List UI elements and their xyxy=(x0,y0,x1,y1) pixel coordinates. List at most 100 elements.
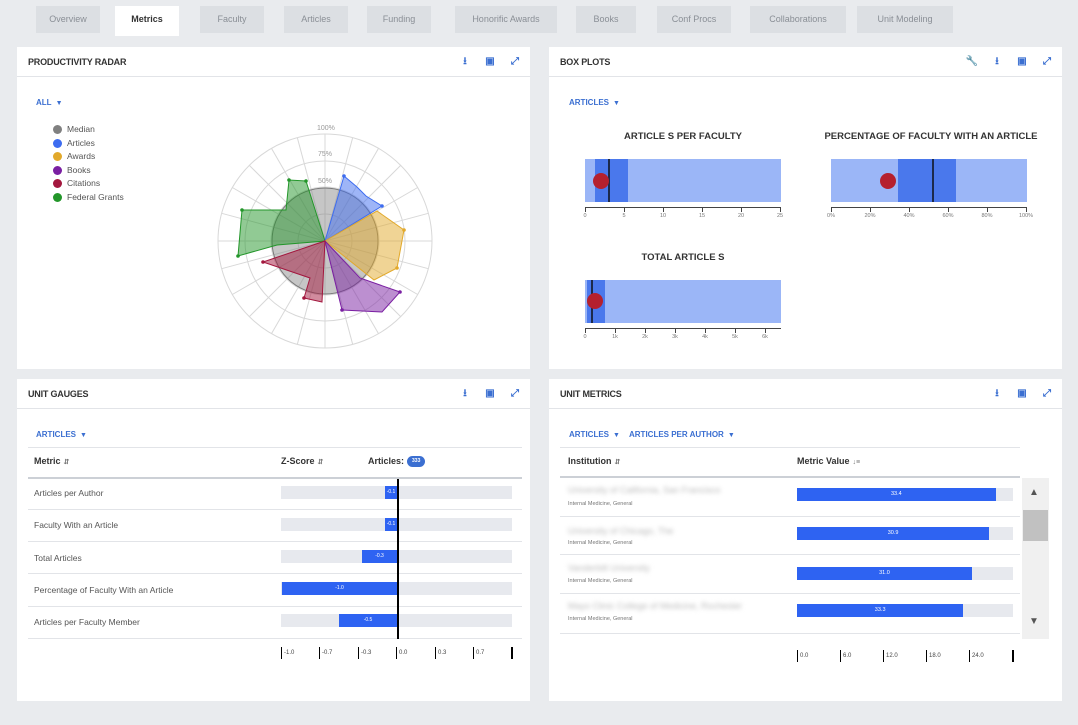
citations-area xyxy=(261,240,326,303)
metric-bar: 33.4 xyxy=(797,488,996,501)
wrench-icon[interactable]: 🔧 xyxy=(965,56,979,67)
legend-item[interactable]: Books xyxy=(53,165,91,175)
legend-item[interactable]: Median xyxy=(53,124,95,134)
zscore-axis: -1.0 -0.7 -0.3 0.0 0.3 0.7 xyxy=(281,647,513,659)
expand-icon[interactable]: ⤢ xyxy=(511,388,519,399)
sort-icon: ⇵ xyxy=(317,459,324,466)
legend-swatch xyxy=(53,192,62,202)
unit-marker xyxy=(593,173,609,189)
boxplot-filter-dropdown[interactable]: ARTICLES ▼ xyxy=(569,98,620,107)
expand-icon[interactable]: ⤢ xyxy=(1043,388,1051,399)
tab-metrics[interactable]: Metrics xyxy=(115,6,179,36)
sort-icon: ⇵ xyxy=(614,459,621,466)
tab-honorific-awards[interactable]: Honorific Awards xyxy=(455,6,557,33)
legend-item[interactable]: Citations xyxy=(53,178,100,188)
column-header-articles: Articles: 333 xyxy=(368,456,426,468)
axis-tick-label: -0.3 xyxy=(358,647,371,659)
axis-tick-label: 0.7 xyxy=(473,647,484,659)
column-header-metric-value[interactable]: Metric Value ↓≡ xyxy=(797,456,860,466)
tab-collaborations[interactable]: Collaborations xyxy=(750,6,846,33)
boxplot-title: ARTICLE S PER FACULTY xyxy=(623,131,743,142)
metrics-filter-dropdown[interactable]: ARTICLES ▼ xyxy=(569,430,620,439)
axis-tick-label: 24.0 xyxy=(969,650,984,662)
books-area xyxy=(324,239,401,313)
metric-axis: 0.0 6.0 12.0 18.0 24.0 xyxy=(797,650,1014,662)
axis-tick-label: 12.0 xyxy=(883,650,898,662)
institution-department: Internal Medicine, General xyxy=(568,616,633,622)
sort-descending-icon: ↓≡ xyxy=(852,459,861,466)
institution-name[interactable]: Vanderbilt University xyxy=(568,563,650,573)
download-icon[interactable]: ⭳ xyxy=(463,56,467,67)
caret-down-icon: ▼ xyxy=(613,100,620,107)
panel-header: BOX PLOTS 🔧 ⭳ ▣ ⤢ xyxy=(549,47,1062,77)
axis-tick-label: -1.0 xyxy=(281,647,294,659)
productivity-radar-panel: PRODUCTIVITY RADAR ⭳ ▣ ⤢ ALL ▼ Median Art… xyxy=(17,47,530,369)
axis-tick-label: 25 xyxy=(776,213,784,219)
column-header-label: Metric Value xyxy=(797,456,850,466)
tab-overview[interactable]: Overview xyxy=(36,6,100,33)
image-icon[interactable]: ▣ xyxy=(485,388,495,399)
axis-tick-label: 0 xyxy=(583,334,587,340)
metric-label: Percentage of Faculty With an Article xyxy=(34,585,174,595)
column-header-label: Z-Score xyxy=(281,456,315,466)
expand-icon[interactable]: ⤢ xyxy=(1043,56,1051,67)
scroll-up-arrow-icon[interactable]: ▲ xyxy=(1029,487,1039,498)
axis-tick-label: 5 xyxy=(622,213,626,219)
caret-down-icon: ▼ xyxy=(55,100,63,107)
unit-metrics-panel: UNIT METRICS ⭳ ▣ ⤢ ARTICLES ▼ ARTICLES PE… xyxy=(549,379,1062,701)
legend-item[interactable]: Articles xyxy=(53,138,95,148)
column-header-zscore[interactable]: Z-Score ⇵ xyxy=(281,456,323,466)
download-icon[interactable]: ⭳ xyxy=(463,388,467,399)
column-header-metric[interactable]: Metric ⇵ xyxy=(34,456,69,466)
download-icon[interactable]: ⭳ xyxy=(995,56,999,67)
radar-spoke xyxy=(296,137,326,242)
gauge-bar: -0.1 xyxy=(385,518,397,531)
unit-marker xyxy=(880,173,896,189)
metric-bar: 31.0 xyxy=(797,567,972,580)
tab-conf-procs[interactable]: Conf Procs xyxy=(657,6,731,33)
axis-tick-label: 60% xyxy=(942,213,954,219)
column-header-institution[interactable]: Institution ⇵ xyxy=(568,456,620,466)
legend-item[interactable]: Federal Grants xyxy=(53,192,124,202)
image-icon[interactable]: ▣ xyxy=(1017,56,1027,67)
scrollbar[interactable] xyxy=(1022,478,1049,639)
institution-name[interactable]: Mayo Clinic College of Medicine, Rochest… xyxy=(568,601,743,611)
tab-books[interactable]: Books xyxy=(576,6,636,33)
radar-chart: 100% 75% 50% xyxy=(217,125,433,349)
boxplot-title: PERCENTAGE OF FACULTY WITH AN ARTICLE xyxy=(824,131,1038,142)
image-icon[interactable]: ▣ xyxy=(1017,388,1027,399)
institution-name[interactable]: University of California, San Francisco xyxy=(568,485,721,495)
panel-header: UNIT GAUGES ⭳ ▣ ⤢ xyxy=(17,379,530,409)
expand-icon[interactable]: ⤢ xyxy=(511,56,519,67)
scroll-thumb[interactable] xyxy=(1023,510,1048,541)
tab-unit-modeling[interactable]: Unit Modeling xyxy=(857,6,953,33)
axis-tick-label: 0.3 xyxy=(435,647,446,659)
radar-filter-dropdown[interactable]: ALL ▼ xyxy=(36,98,63,107)
image-icon[interactable]: ▣ xyxy=(485,56,495,67)
tab-articles[interactable]: Articles xyxy=(284,6,348,33)
scroll-down-arrow-icon[interactable]: ▼ xyxy=(1029,616,1039,627)
institution-name[interactable]: University of Chicago, The xyxy=(568,526,674,536)
panel-title: UNIT METRICS xyxy=(560,389,622,399)
legend-label: Citations xyxy=(67,178,101,188)
panel-header: UNIT METRICS ⭳ ▣ ⤢ xyxy=(549,379,1062,409)
gauges-filter-dropdown[interactable]: ARTICLES ▼ xyxy=(36,430,87,439)
gauge-bar: -0.5 xyxy=(339,614,397,627)
awards-area xyxy=(324,210,405,281)
filter-label: ARTICLES PER AUTHOR xyxy=(629,430,724,439)
tab-faculty[interactable]: Faculty xyxy=(200,6,264,33)
box-plots-panel: BOX PLOTS 🔧 ⭳ ▣ ⤢ ARTICLES ▼ ARTICLE S PE… xyxy=(549,47,1062,369)
gauge-bar: -0.3 xyxy=(362,550,397,563)
filter-label: ARTICLES xyxy=(569,430,609,439)
axis-tick-label: -0.7 xyxy=(319,647,332,659)
legend-item[interactable]: Awards xyxy=(53,151,95,161)
institution-department: Internal Medicine, General xyxy=(568,540,633,546)
tab-funding[interactable]: Funding xyxy=(367,6,431,33)
legend-swatch xyxy=(53,165,62,175)
axis-tick-label: 0 xyxy=(583,213,587,219)
metric-type-dropdown[interactable]: ARTICLES PER AUTHOR ▼ xyxy=(629,430,735,439)
download-icon[interactable]: ⭳ xyxy=(995,388,999,399)
axis-tick-label: 80% xyxy=(981,213,993,219)
axis-tick-label: 100% xyxy=(1018,213,1034,219)
filter-label: ARTICLES xyxy=(36,430,76,439)
